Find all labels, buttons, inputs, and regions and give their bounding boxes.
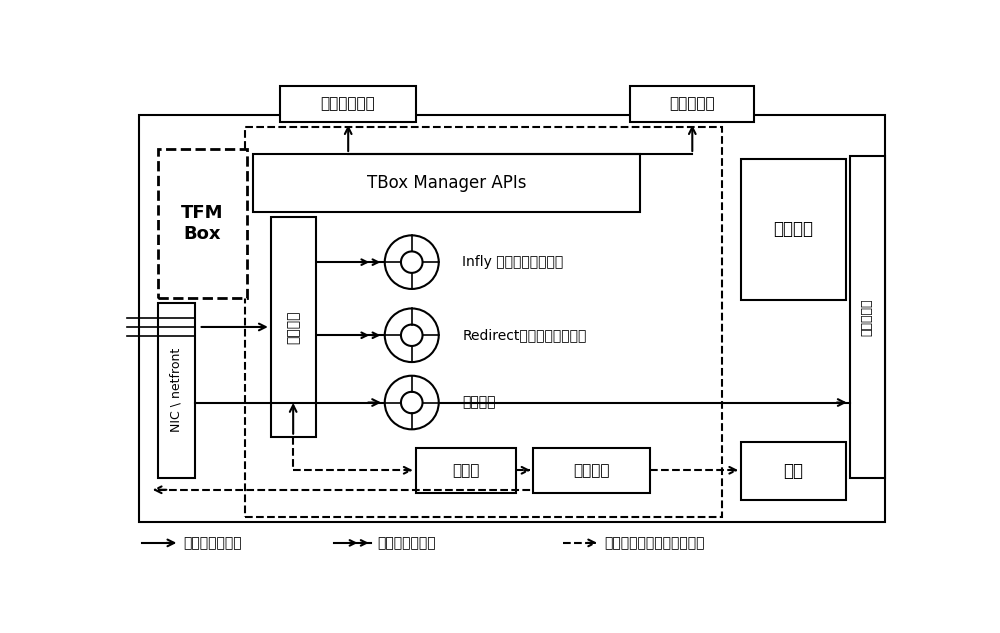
Text: 南向接口: 南向接口 — [773, 220, 813, 239]
FancyBboxPatch shape — [139, 115, 885, 522]
Text: 源处理单元转发数据包路径: 源处理单元转发数据包路径 — [604, 536, 704, 550]
FancyBboxPatch shape — [158, 303, 195, 478]
FancyBboxPatch shape — [158, 149, 247, 298]
Text: 迁移数据包路径: 迁移数据包路径 — [377, 536, 436, 550]
Text: 包转发器: 包转发器 — [573, 463, 610, 478]
Text: NIC \ netfront: NIC \ netfront — [170, 348, 183, 432]
Text: TFM
Box: TFM Box — [181, 204, 223, 243]
Text: 流迁移管理器: 流迁移管理器 — [320, 96, 375, 111]
FancyBboxPatch shape — [416, 448, 516, 492]
Text: 网络处理器: 网络处理器 — [861, 299, 874, 336]
Text: 正常数据包路径: 正常数据包路径 — [183, 536, 242, 550]
FancyBboxPatch shape — [280, 85, 416, 122]
FancyBboxPatch shape — [741, 442, 846, 500]
Text: TBox Manager APIs: TBox Manager APIs — [367, 174, 526, 192]
Text: 状态管理器: 状态管理器 — [669, 96, 715, 111]
FancyBboxPatch shape — [271, 217, 316, 437]
Text: 标签器: 标签器 — [452, 463, 480, 478]
FancyBboxPatch shape — [630, 85, 754, 122]
Text: 主机: 主机 — [783, 461, 803, 480]
FancyBboxPatch shape — [741, 159, 846, 300]
FancyBboxPatch shape — [850, 156, 885, 478]
FancyBboxPatch shape — [533, 448, 650, 492]
FancyBboxPatch shape — [253, 154, 640, 213]
Text: Infly 环形队列（缓存）: Infly 环形队列（缓存） — [462, 255, 563, 269]
Text: 包分系器: 包分系器 — [286, 310, 300, 344]
Text: 默认缓存: 默认缓存 — [462, 396, 496, 410]
Text: Redirect环形队列（缓存）: Redirect环形队列（缓存） — [462, 329, 586, 342]
